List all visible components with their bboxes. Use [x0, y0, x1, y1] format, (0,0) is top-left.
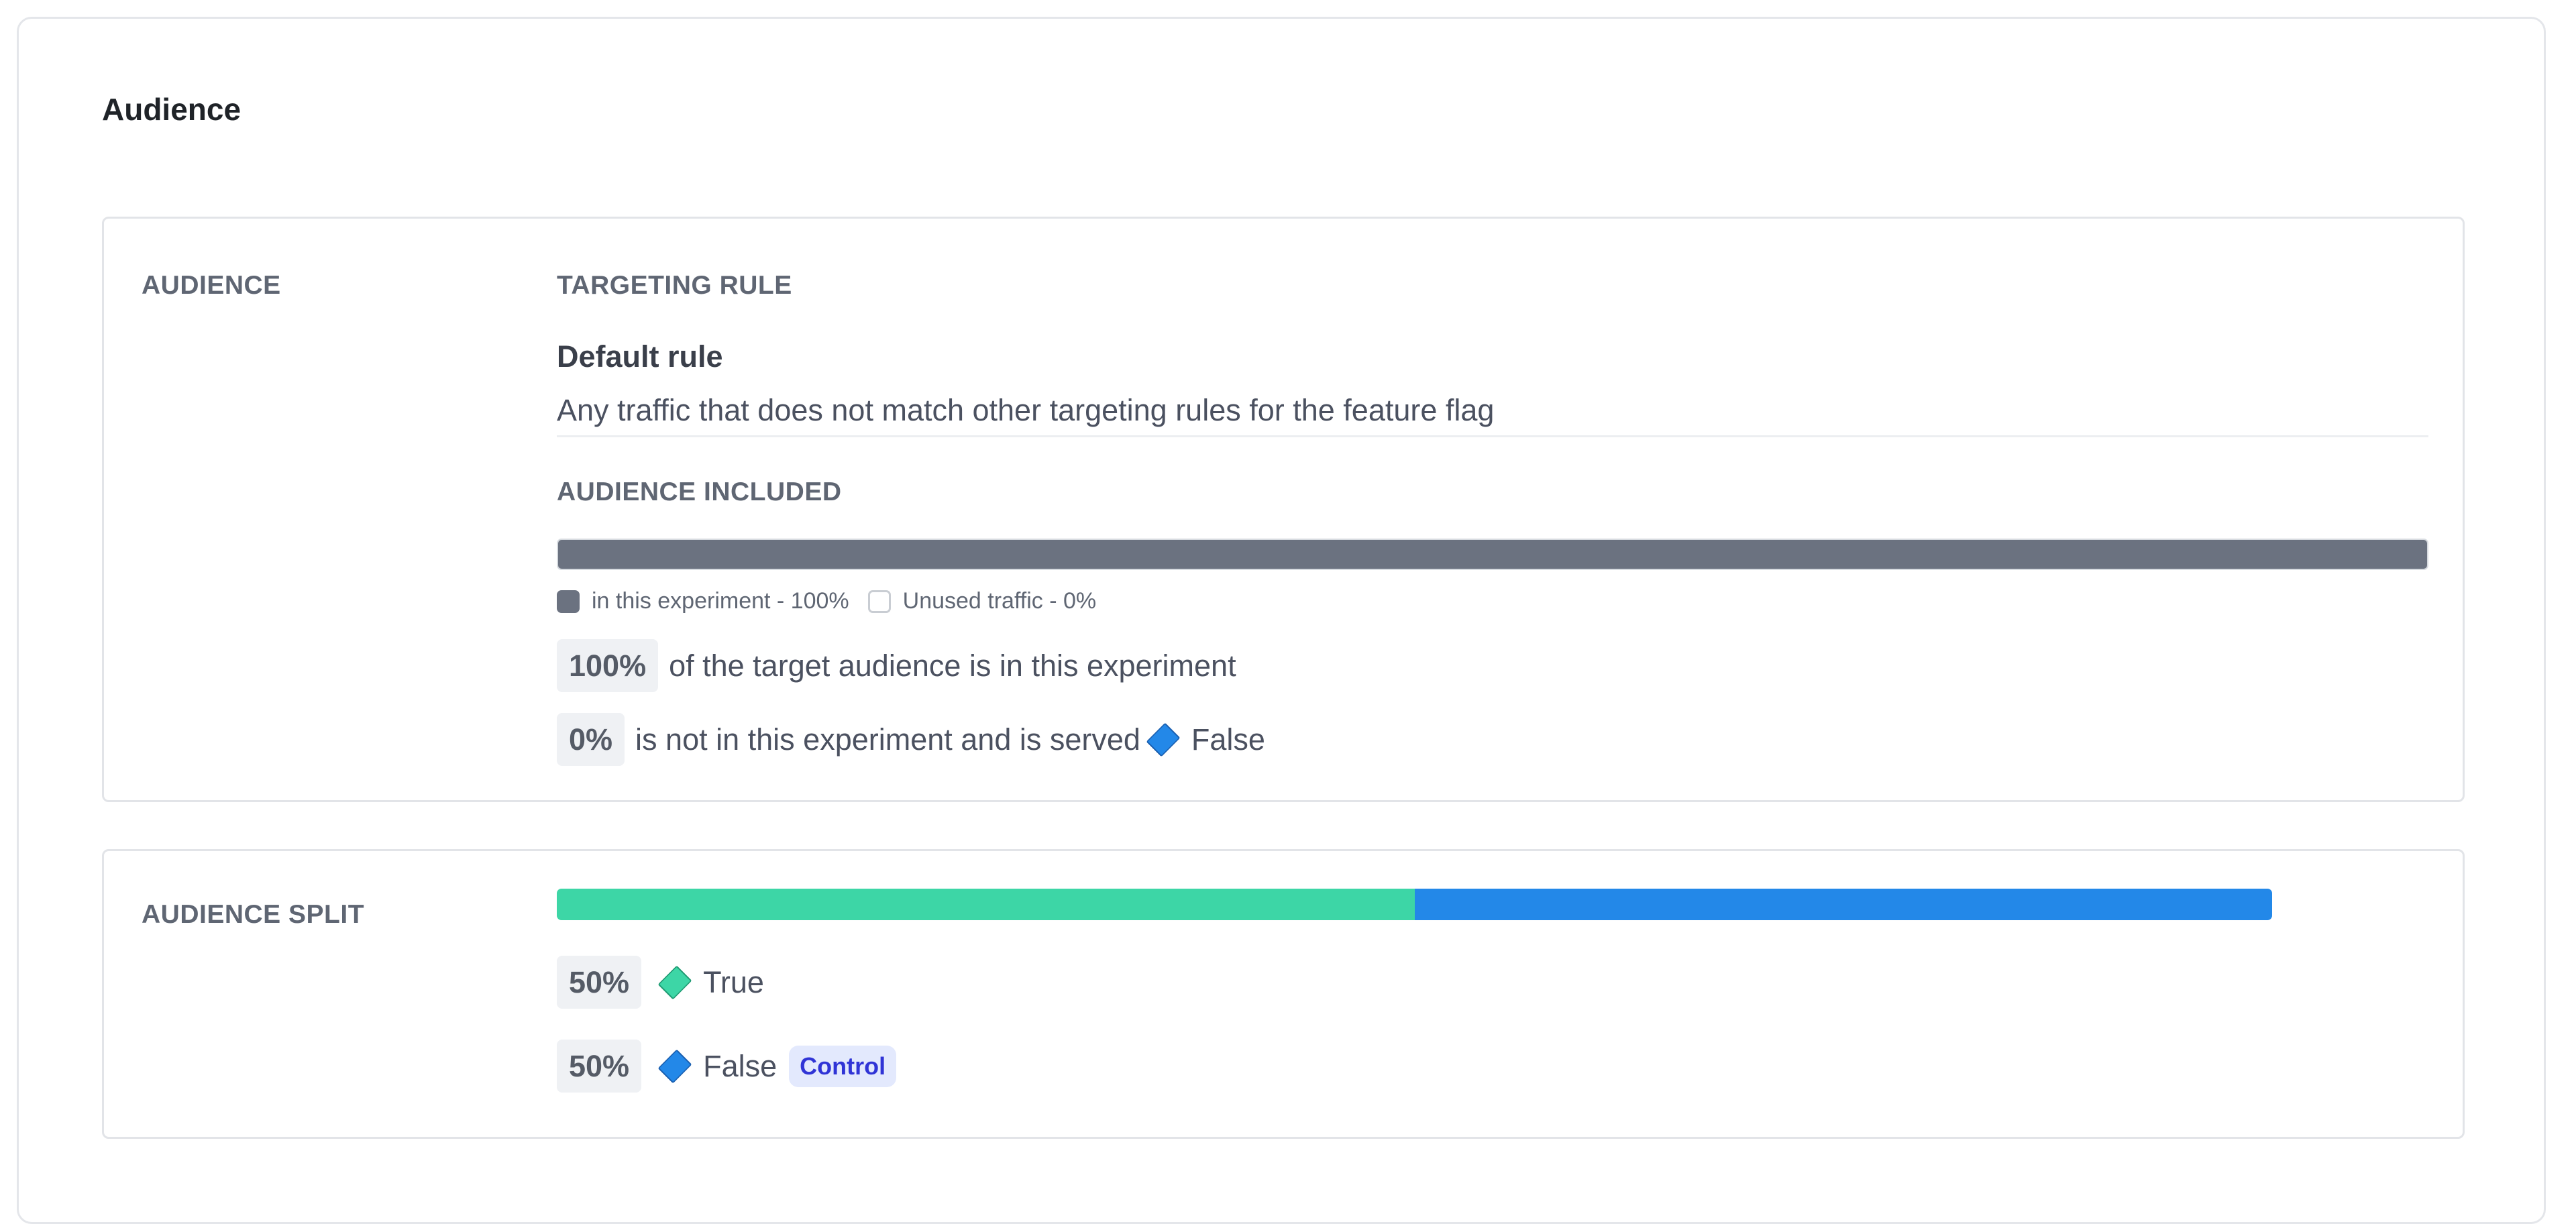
section-title: Audience [102, 92, 241, 127]
percent-badge: 50% [557, 1040, 642, 1093]
split-segment-false [1414, 889, 2272, 920]
control-badge: Control [789, 1045, 897, 1087]
audience-included-label: AUDIENCE INCLUDED [557, 478, 842, 506]
percent-badge: 50% [557, 956, 642, 1009]
variation-name: False [703, 1048, 777, 1083]
divider [557, 435, 2428, 437]
diamond-icon [1146, 722, 1181, 757]
summary-not-in-experiment: 0% is not in this experiment and is serv… [557, 713, 1265, 766]
audience-split-label: AUDIENCE SPLIT [142, 900, 365, 929]
summary-in-experiment: 100% of the target audience is in this e… [557, 639, 1236, 692]
audience-label: AUDIENCE [142, 271, 281, 300]
variation-row-true: 50% True [557, 956, 764, 1009]
diamond-icon [657, 1049, 692, 1083]
audience-split-card: AUDIENCE SPLIT 50% True 50% False Contro… [102, 849, 2465, 1139]
audience-split-bar [557, 889, 2272, 920]
legend-swatch-unused [867, 590, 891, 613]
audience-card: AUDIENCE TARGETING RULE Default rule Any… [102, 217, 2465, 802]
percent-badge: 100% [557, 639, 659, 692]
summary-text: is not in this experiment and is served [635, 722, 1140, 757]
rule-description: Any traffic that does not match other ta… [557, 393, 1495, 427]
rule-name: Default rule [557, 339, 723, 374]
legend-experiment: in this experiment - 100% [592, 588, 849, 614]
variation-name: False [1191, 722, 1265, 757]
split-segment-true [557, 889, 1415, 920]
bar-legend: in this experiment - 100% Unused traffic… [557, 588, 1096, 614]
included-fill [558, 540, 2427, 569]
percent-badge: 0% [557, 713, 625, 766]
summary-text: of the target audience is in this experi… [669, 648, 1236, 683]
targeting-rule-label: TARGETING RULE [557, 271, 792, 300]
variation-name: True [703, 964, 764, 999]
variation-row-false: 50% False Control [557, 1040, 897, 1093]
legend-swatch-experiment [557, 590, 580, 613]
legend-unused: Unused traffic - 0% [902, 588, 1097, 614]
diamond-icon [657, 965, 692, 999]
audience-included-bar [557, 539, 2428, 570]
